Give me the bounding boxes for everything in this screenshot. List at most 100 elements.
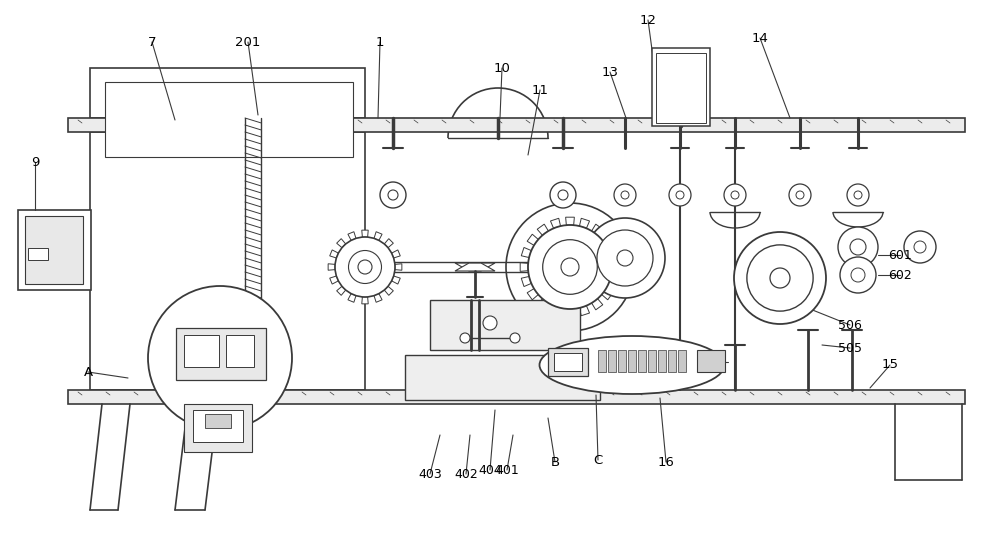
Polygon shape: [602, 289, 613, 300]
Bar: [405, 355, 600, 400]
Polygon shape: [330, 250, 338, 258]
Circle shape: [148, 286, 292, 430]
Polygon shape: [627, 223, 634, 231]
Polygon shape: [579, 306, 590, 315]
Polygon shape: [362, 230, 368, 237]
Circle shape: [460, 333, 470, 343]
Polygon shape: [609, 276, 619, 287]
Text: 13: 13: [602, 66, 618, 79]
Polygon shape: [596, 233, 605, 242]
Text: 404: 404: [478, 464, 502, 477]
Circle shape: [731, 191, 739, 199]
Bar: [68, 390, 965, 404]
Text: 602: 602: [888, 268, 912, 281]
Text: C: C: [593, 453, 603, 466]
Bar: [28, 248, 48, 260]
Polygon shape: [616, 285, 623, 293]
Bar: [548, 348, 588, 376]
Circle shape: [380, 182, 406, 208]
Polygon shape: [645, 233, 654, 242]
Circle shape: [349, 250, 382, 283]
Polygon shape: [612, 263, 620, 272]
Polygon shape: [384, 239, 393, 248]
Polygon shape: [392, 250, 400, 258]
Circle shape: [550, 182, 576, 208]
Polygon shape: [395, 264, 402, 270]
Polygon shape: [455, 263, 495, 271]
Polygon shape: [605, 226, 613, 235]
Circle shape: [335, 237, 395, 297]
Polygon shape: [550, 218, 561, 229]
Text: 11: 11: [532, 84, 548, 97]
Polygon shape: [616, 223, 623, 231]
Circle shape: [585, 218, 665, 298]
Bar: [205, 414, 231, 428]
Bar: [628, 350, 636, 372]
Polygon shape: [609, 248, 619, 257]
Bar: [638, 350, 646, 372]
Bar: [554, 353, 582, 371]
Circle shape: [483, 316, 497, 330]
Bar: [652, 48, 710, 126]
Polygon shape: [537, 299, 548, 310]
Polygon shape: [550, 306, 561, 315]
Bar: [656, 53, 706, 123]
Circle shape: [854, 191, 862, 199]
Polygon shape: [591, 243, 600, 251]
Bar: [226, 335, 254, 367]
Circle shape: [789, 184, 811, 206]
Bar: [25, 216, 83, 284]
Bar: [648, 350, 656, 372]
Polygon shape: [627, 285, 634, 293]
Bar: [90, 132, 365, 390]
Circle shape: [617, 250, 633, 266]
Bar: [193, 410, 243, 442]
Bar: [658, 350, 666, 372]
Circle shape: [734, 232, 826, 324]
Text: 401: 401: [495, 464, 519, 477]
Text: 402: 402: [454, 468, 478, 481]
Ellipse shape: [540, 336, 724, 394]
Bar: [598, 350, 606, 372]
Polygon shape: [348, 232, 356, 241]
Polygon shape: [566, 309, 574, 317]
Polygon shape: [527, 234, 538, 245]
Polygon shape: [374, 294, 382, 302]
Bar: [668, 350, 676, 372]
Bar: [430, 300, 580, 350]
Polygon shape: [592, 224, 603, 235]
Text: 505: 505: [838, 342, 862, 355]
Polygon shape: [579, 218, 590, 229]
Text: 14: 14: [752, 31, 768, 45]
Circle shape: [914, 241, 926, 253]
Bar: [608, 350, 616, 372]
Text: B: B: [550, 456, 560, 469]
Circle shape: [528, 225, 612, 309]
Polygon shape: [392, 276, 400, 284]
Bar: [184, 404, 252, 452]
Polygon shape: [328, 264, 335, 270]
Polygon shape: [637, 281, 645, 290]
Bar: [184, 335, 219, 367]
Circle shape: [597, 230, 653, 286]
Circle shape: [838, 227, 878, 267]
Polygon shape: [330, 276, 338, 284]
Polygon shape: [566, 217, 574, 225]
Text: 201: 201: [235, 35, 261, 48]
Polygon shape: [521, 248, 531, 257]
Circle shape: [676, 191, 684, 199]
Circle shape: [904, 231, 936, 263]
Polygon shape: [602, 234, 613, 245]
Polygon shape: [650, 265, 659, 273]
Circle shape: [621, 191, 629, 199]
Polygon shape: [337, 286, 346, 295]
Circle shape: [669, 184, 691, 206]
Text: 16: 16: [658, 456, 674, 469]
Circle shape: [561, 258, 579, 276]
Polygon shape: [455, 263, 495, 271]
Text: 403: 403: [418, 468, 442, 481]
Text: 506: 506: [838, 319, 862, 331]
Bar: [105, 82, 353, 157]
Polygon shape: [520, 263, 528, 272]
Polygon shape: [337, 239, 346, 248]
